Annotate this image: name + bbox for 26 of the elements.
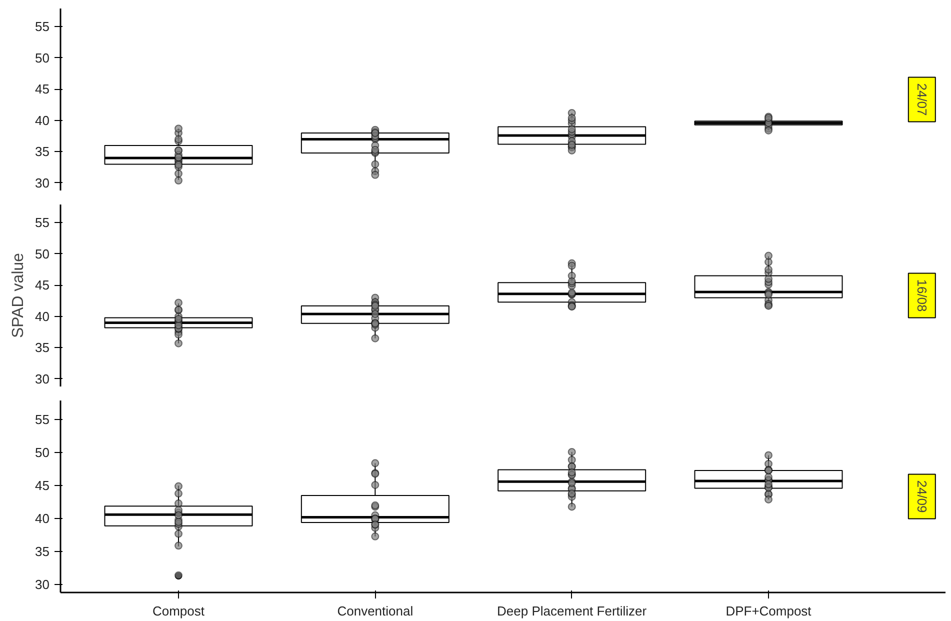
x-tick-label: Compost	[152, 604, 205, 618]
y-axis-title: SPAD value	[10, 252, 28, 338]
y-tick-label: 50	[35, 445, 50, 460]
y-tick-label: 35	[35, 144, 50, 160]
y-tick-label: 40	[35, 112, 50, 128]
x-tick-label: Deep Placement Fertilizer	[497, 604, 648, 618]
y-tick-label: 45	[35, 478, 50, 494]
text: 24/07	[914, 83, 930, 116]
y-tick-label: 50	[35, 50, 50, 66]
y-tick-label: 30	[35, 371, 50, 386]
y-tick-label: 40	[35, 308, 50, 324]
y-tick-label: 30	[35, 577, 50, 592]
x-tick-label: DPF+Compost	[726, 604, 812, 618]
y-tick-label: 55	[35, 215, 50, 230]
y-tick-label: 45	[35, 82, 50, 97]
y-tick-label: 55	[35, 19, 50, 34]
text: 16/08	[914, 279, 930, 312]
y-tick-label: 30	[35, 175, 50, 190]
y-tick-label: 35	[35, 544, 50, 560]
y-tick-label: 35	[35, 340, 50, 356]
x-tick-label: Conventional	[337, 604, 414, 618]
y-tick-label: 40	[35, 511, 50, 526]
y-tick-label: 55	[35, 412, 50, 428]
y-tick-label: 50	[35, 246, 50, 262]
y-tick-label: 45	[35, 278, 50, 293]
annotation: 24/09	[914, 480, 930, 513]
